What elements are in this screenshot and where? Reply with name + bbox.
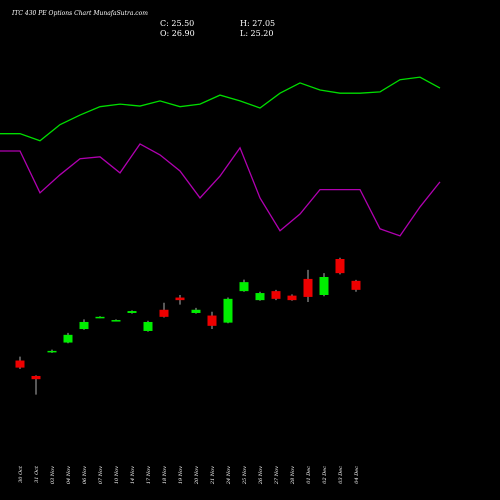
x-tick-label: 06 Nov <box>82 466 88 484</box>
candle-body <box>223 298 233 323</box>
chart-title: ITC 430 PE Options Chart MunafaSutra.com <box>11 10 148 17</box>
candle-body <box>239 282 249 292</box>
candle-body <box>95 316 105 319</box>
x-tick-label: 19 Nov <box>178 466 184 484</box>
x-tick-label: 14 Nov <box>130 466 136 484</box>
candle-body <box>351 280 361 290</box>
x-tick-label: 25 Nov <box>242 466 248 485</box>
x-tick-label: 03 Dec <box>338 466 344 484</box>
x-tick-label: 28 Nov <box>290 466 296 485</box>
candle-body <box>31 375 41 380</box>
indicator-line <box>0 143 441 237</box>
x-tick-label: 04 Dec <box>354 466 360 484</box>
x-tick-label: 07 Nov <box>98 466 104 484</box>
x-tick-label: 01 Dec <box>306 466 312 484</box>
candle-body <box>271 291 281 299</box>
candle-body <box>335 258 345 274</box>
indicator-line <box>0 76 441 142</box>
candle-body <box>255 293 265 301</box>
ohlc-label: O: 26.90 <box>160 29 195 38</box>
ohlc-label: L: 25.20 <box>240 29 273 38</box>
x-tick-label: 27 Nov <box>274 466 280 485</box>
x-tick-label: 10 Nov <box>114 466 120 484</box>
ohlc-label: C: 25.50 <box>160 19 194 28</box>
x-tick-label: 18 Nov <box>162 466 168 484</box>
candle-body <box>111 320 121 322</box>
candle-body <box>63 334 73 343</box>
x-tick-label: 04 Nov <box>66 466 72 484</box>
candle-body <box>175 297 185 301</box>
candle-body <box>287 295 297 301</box>
x-tick-label: 24 Nov <box>226 466 232 485</box>
x-tick-label: 03 Nov <box>50 466 56 484</box>
candle-body <box>47 350 57 353</box>
candle-body <box>143 321 153 331</box>
x-tick-label: 30 Oct <box>18 465 24 483</box>
x-tick-label: 31 Oct <box>34 465 40 483</box>
x-tick-label: 17 Nov <box>146 466 152 484</box>
x-tick-label: 26 Nov <box>258 466 264 485</box>
candle-body <box>319 276 329 295</box>
candle-body <box>159 309 169 317</box>
candle-body <box>79 321 89 330</box>
candle-body <box>15 360 25 368</box>
candle-body <box>303 278 313 297</box>
candle-body <box>191 309 201 313</box>
x-tick-label: 02 Dec <box>322 466 328 484</box>
ohlc-label: H: 27.05 <box>240 19 275 28</box>
candle-body <box>207 315 217 326</box>
candle-body <box>127 311 137 313</box>
x-tick-label: 20 Nov <box>194 466 200 485</box>
x-tick-label: 21 Nov <box>210 466 216 485</box>
